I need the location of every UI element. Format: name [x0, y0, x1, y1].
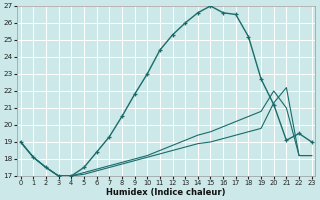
X-axis label: Humidex (Indice chaleur): Humidex (Indice chaleur)	[107, 188, 226, 197]
